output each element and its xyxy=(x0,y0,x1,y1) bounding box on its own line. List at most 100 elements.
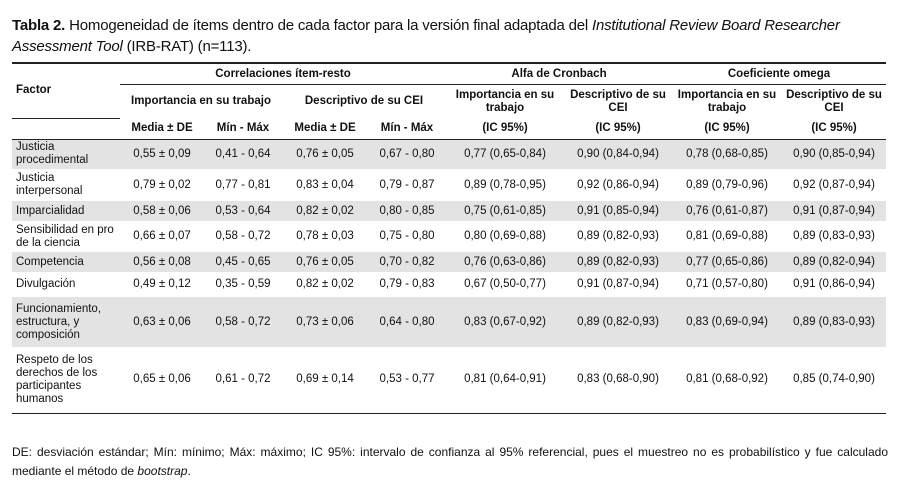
footnote-italic: bootstrap xyxy=(137,464,188,478)
table-cell: 0,58 - 0,72 xyxy=(204,297,282,347)
table-cell: 0,45 - 0,65 xyxy=(204,252,282,272)
row-factor-label: Funcionamiento, estructura, y composició… xyxy=(12,297,120,347)
group-header-alfa: Alfa de Cronbach xyxy=(446,62,672,85)
table-cell: 0,63 ± 0,06 xyxy=(120,297,204,347)
table-cell: 0,73 ± 0,06 xyxy=(282,297,368,347)
table-cell: 0,49 ± 0,12 xyxy=(133,278,191,290)
table-cell: 0,89 (0,79-0,96) xyxy=(686,178,768,191)
subheader-descriptivo: Descriptivo de su CEI xyxy=(570,88,666,114)
table-cell: 0,89 (0,78-0,95) xyxy=(464,178,546,191)
caption-text: Homogeneidad de ítems dentro de cada fac… xyxy=(65,17,593,34)
row-factor-label: Respeto de los derechos de los participa… xyxy=(12,347,120,414)
table-cell: 0,70 - 0,82 xyxy=(368,252,446,272)
table-cell: 0,90 (0,84-0,94) xyxy=(564,139,672,169)
table-cell: 0,89 (0,82-0,93) xyxy=(577,230,659,242)
table-cell: 0,85 (0,74-0,90) xyxy=(782,347,886,414)
row-factor-label: Imparcialidad xyxy=(12,201,120,221)
table-cell: 0,66 ± 0,07 xyxy=(133,230,191,242)
group-header-correlaciones: Correlaciones ítem-resto xyxy=(120,62,446,85)
caption-italic-title: Institutional Review Board Researcher As… xyxy=(12,17,840,55)
row-factor-label: Divulgación xyxy=(16,278,76,290)
row-factor-label: Competencia xyxy=(12,252,120,272)
table-cell: 0,91 (0,87-0,94) xyxy=(577,278,659,290)
table-cell: 0,82 ± 0,02 xyxy=(282,201,368,221)
subheader-descriptivo: Descriptivo de su CEI xyxy=(786,88,882,114)
data-table: Factor Correlaciones ítem-resto Alfa de … xyxy=(12,62,886,414)
table-cell: 0,65 ± 0,06 xyxy=(120,347,204,414)
table-cell: 0,76 ± 0,05 xyxy=(282,139,368,169)
table-cell: 0,61 - 0,72 xyxy=(204,347,282,414)
table-cell: 0,83 (0,69-0,94) xyxy=(672,297,782,347)
table-cell: 0,79 - 0,83 xyxy=(379,278,435,290)
table-cell: 0,83 ± 0,04 xyxy=(296,178,354,191)
table-cell: 0,67 - 0,80 xyxy=(368,139,446,169)
column-header-ic: (IC 95%) xyxy=(672,118,782,140)
group-header-omega: Coeficiente omega xyxy=(672,62,886,85)
table-cell: 0,78 (0,68-0,85) xyxy=(672,139,782,169)
table-cell: 0,79 ± 0,02 xyxy=(133,178,191,191)
table-cell: 0,89 (0,82-0,94) xyxy=(782,252,886,272)
table-cell: 0,76 ± 0,05 xyxy=(282,252,368,272)
table-row: Funcionamiento, estructura, y composició… xyxy=(12,297,886,347)
table-cell: 0,83 (0,68-0,90) xyxy=(564,347,672,414)
subheader-importancia: Importancia en su trabajo xyxy=(677,88,777,114)
table-cell: 0,89 (0,82-0,93) xyxy=(564,297,672,347)
table-cell: 0,75 - 0,80 xyxy=(379,230,435,242)
table-cell: 0,89 (0,83-0,93) xyxy=(782,297,886,347)
table-cell: 0,79 - 0,87 xyxy=(379,178,435,191)
footnote-text: DE: desviación estándar; Mín: mínimo; Má… xyxy=(12,445,888,478)
row-factor-label: Justicia procedimental xyxy=(12,139,120,169)
table-cell: 0,58 - 0,72 xyxy=(215,230,271,242)
column-header-media: Media ± DE xyxy=(282,118,368,140)
table-cell: 0,76 (0,61-0,87) xyxy=(672,201,782,221)
caption-label: Tabla 2. xyxy=(12,17,66,34)
table-cell: 0,81 (0,64-0,91) xyxy=(446,347,564,414)
table-cell: 0,89 (0,82-0,93) xyxy=(564,252,672,272)
table-cell: 0,67 (0,50-0,77) xyxy=(464,278,546,290)
column-header-min-max: Mín - Máx xyxy=(204,118,282,140)
table-cell: 0,69 ± 0,14 xyxy=(282,347,368,414)
table-cell: 0,77 - 0,81 xyxy=(215,178,271,191)
table-cell: 0,82 ± 0,02 xyxy=(296,278,354,290)
subheader-importancia: Importancia en su trabajo xyxy=(455,88,555,114)
table-footnote: DE: desviación estándar; Mín: mínimo; Má… xyxy=(12,443,888,481)
row-factor-label: Sensibilidad en pro de la ciencia xyxy=(16,223,114,249)
table-row: Competencia 0,56 ± 0,08 0,45 - 0,65 0,76… xyxy=(12,252,886,272)
table-cell: 0,56 ± 0,08 xyxy=(120,252,204,272)
table-row: Divulgación 0,49 ± 0,12 0,35 - 0,59 0,82… xyxy=(12,272,886,297)
footnote-end: . xyxy=(187,464,191,478)
table-cell: 0,78 ± 0,03 xyxy=(296,230,354,242)
column-header-media: Media ± DE xyxy=(120,118,204,140)
table-cell: 0,90 (0,85-0,94) xyxy=(782,139,886,169)
table-cell: 0,71 (0,57-0,80) xyxy=(686,278,768,290)
table-cell: 0,76 (0,63-0,86) xyxy=(446,252,564,272)
table-cell: 0,53 - 0,64 xyxy=(204,201,282,221)
table-cell: 0,89 (0,83-0,93) xyxy=(793,230,875,242)
column-header-ic: (IC 95%) xyxy=(446,118,564,140)
table-cell: 0,91 (0,87-0,94) xyxy=(782,201,886,221)
column-header-empty xyxy=(12,118,120,140)
table-row: Justicia procedimental 0,55 ± 0,09 0,41 … xyxy=(12,139,886,169)
subheader-importancia: Importancia en su trabajo xyxy=(131,95,271,107)
table-cell: 0,80 - 0,85 xyxy=(368,201,446,221)
caption-text-end: (IRB-RAT) (n=113). xyxy=(122,38,252,55)
table-caption: Tabla 2. Homogeneidad de ítems dentro de… xyxy=(12,15,892,57)
table-cell: 0,58 ± 0,06 xyxy=(120,201,204,221)
table-cell: 0,75 (0,61-0,85) xyxy=(446,201,564,221)
table-cell: 0,55 ± 0,09 xyxy=(120,139,204,169)
table-row: Sensibilidad en pro de la ciencia 0,66 ±… xyxy=(12,221,886,252)
table-cell: 0,92 (0,87-0,94) xyxy=(793,178,875,191)
row-factor-label: Justicia interpersonal xyxy=(16,172,83,197)
subheader-descriptivo: Descriptivo de su CEI xyxy=(304,95,424,107)
table-cell: 0,91 (0,86-0,94) xyxy=(793,278,875,290)
column-header-min-max: Mín - Máx xyxy=(368,118,446,140)
table-cell: 0,35 - 0,59 xyxy=(215,278,271,290)
table-cell: 0,81 (0,68-0,92) xyxy=(672,347,782,414)
column-header-ic: (IC 95%) xyxy=(782,118,886,140)
table-cell: 0,53 - 0,77 xyxy=(368,347,446,414)
table-cell: 0,81 (0,69-0,88) xyxy=(686,230,768,242)
table-row: Imparcialidad 0,58 ± 0,06 0,53 - 0,64 0,… xyxy=(12,201,886,221)
table-cell: 0,77 (0,65-0,84) xyxy=(446,139,564,169)
table-cell: 0,83 (0,67-0,92) xyxy=(446,297,564,347)
